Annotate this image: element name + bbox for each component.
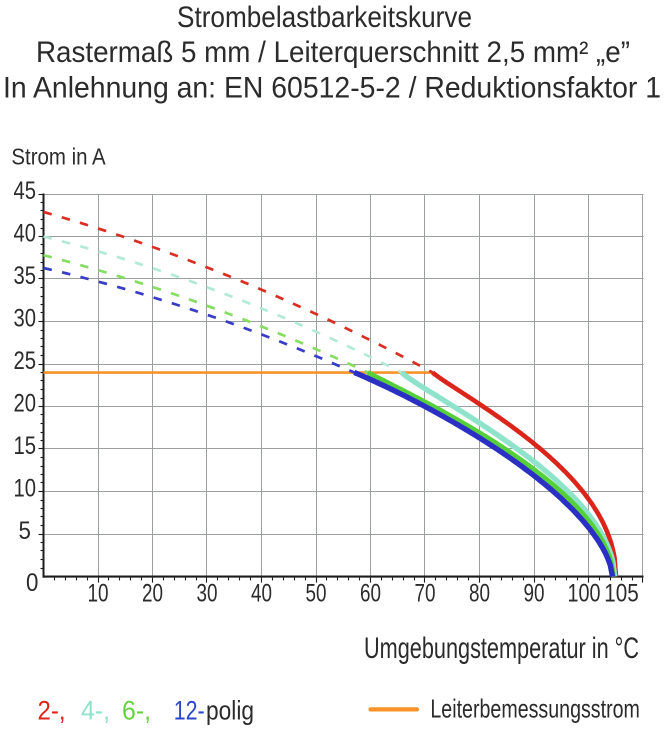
svg-text:12-: 12- bbox=[174, 696, 205, 726]
svg-text:45: 45 bbox=[13, 177, 36, 205]
svg-text:0: 0 bbox=[26, 569, 38, 597]
svg-text:4-,: 4-, bbox=[81, 696, 110, 726]
svg-text:Leiterbemessungsstrom: Leiterbemessungsstrom bbox=[430, 694, 640, 724]
svg-text:90: 90 bbox=[524, 580, 545, 608]
svg-text:80: 80 bbox=[469, 580, 490, 608]
svg-text:Umgebungstemperatur in °C: Umgebungstemperatur in °C bbox=[364, 632, 639, 665]
svg-text:polig: polig bbox=[206, 696, 254, 726]
svg-text:60: 60 bbox=[360, 580, 381, 608]
svg-text:10: 10 bbox=[88, 580, 109, 608]
svg-text:70: 70 bbox=[415, 580, 436, 608]
svg-text:30: 30 bbox=[197, 580, 218, 608]
svg-text:35: 35 bbox=[13, 262, 36, 290]
svg-text:105: 105 bbox=[604, 580, 639, 608]
svg-text:25: 25 bbox=[13, 347, 36, 375]
svg-text:15: 15 bbox=[13, 432, 36, 460]
svg-text:5: 5 bbox=[19, 517, 31, 545]
svg-text:In Anlehnung an: EN 60512-5-2: In Anlehnung an: EN 60512-5-2 / Reduktio… bbox=[3, 72, 661, 105]
svg-text:100: 100 bbox=[568, 580, 601, 608]
svg-text:Rastermaß 5 mm / Leiterquersch: Rastermaß 5 mm / Leiterquerschnitt 2,5 m… bbox=[36, 36, 630, 69]
svg-text:50: 50 bbox=[306, 580, 327, 608]
svg-text:10: 10 bbox=[13, 475, 36, 503]
svg-text:40: 40 bbox=[13, 220, 36, 248]
svg-text:6-,: 6-, bbox=[122, 696, 151, 726]
svg-text:40: 40 bbox=[251, 580, 272, 608]
svg-text:20: 20 bbox=[142, 580, 163, 608]
svg-text:Strom in A: Strom in A bbox=[11, 143, 106, 169]
svg-text:30: 30 bbox=[13, 305, 36, 333]
svg-text:Strombelastbarkeitskurve: Strombelastbarkeitskurve bbox=[177, 1, 472, 34]
svg-text:20: 20 bbox=[13, 390, 36, 418]
svg-text:2-,: 2-, bbox=[38, 696, 66, 726]
